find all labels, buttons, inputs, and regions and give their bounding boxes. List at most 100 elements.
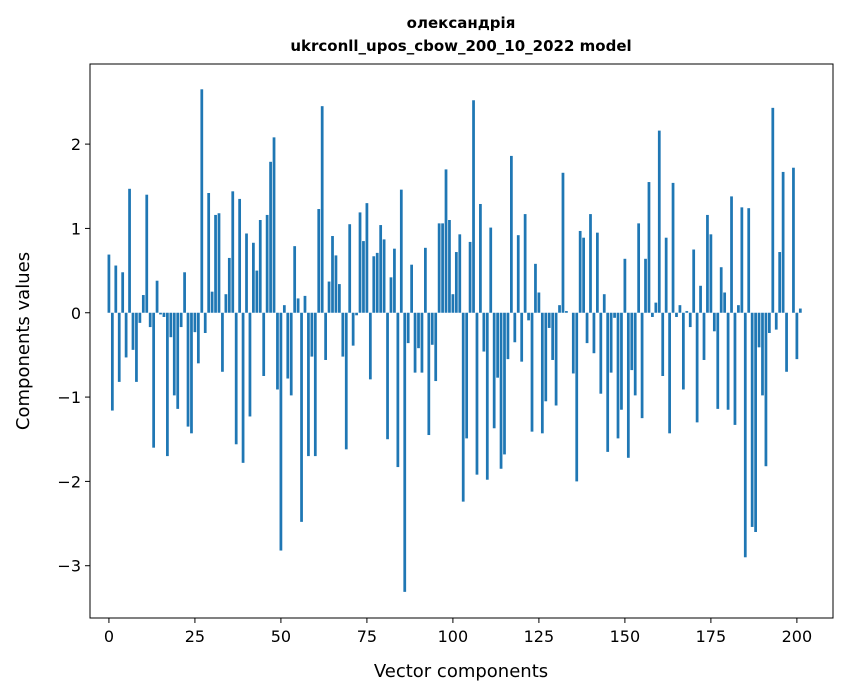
bar-59: [310, 312, 314, 357]
bar-2: [114, 265, 118, 313]
bar-38: [238, 198, 242, 313]
bar-73: [358, 212, 362, 313]
bar-130: [554, 312, 558, 406]
bar-26: [196, 312, 200, 364]
bar-152: [630, 312, 634, 371]
bar-150: [623, 258, 627, 313]
x-tick-label: 200: [782, 627, 813, 646]
bar-96: [437, 223, 441, 313]
bar-68: [341, 312, 345, 357]
bar-86: [403, 312, 407, 592]
bar-83: [393, 248, 396, 313]
bar-95: [434, 312, 438, 382]
bar-111: [489, 227, 493, 313]
bar-177: [716, 312, 720, 409]
bar-11: [145, 194, 149, 313]
bar-114: [499, 312, 503, 469]
bar-187: [750, 312, 754, 527]
bar-16: [162, 312, 166, 317]
x-tick-label: 125: [524, 627, 555, 646]
bar-42: [252, 242, 255, 313]
bar-131: [558, 305, 561, 313]
bar-182: [733, 312, 737, 425]
bar-147: [613, 312, 616, 318]
bar-109: [482, 312, 486, 352]
bar-0: [107, 254, 111, 313]
bar-18: [169, 312, 173, 338]
bar-8: [135, 312, 138, 382]
bar-164: [671, 182, 675, 313]
bar-49: [276, 312, 279, 390]
bar-113: [496, 312, 499, 378]
bar-70: [348, 224, 352, 313]
bar-104: [465, 312, 469, 439]
bar-14: [155, 280, 159, 313]
bar-137: [578, 230, 582, 313]
y-tick-label: −2: [57, 472, 81, 491]
y-tick-label: 0: [71, 304, 81, 323]
bar-94: [430, 312, 434, 345]
bar-92: [424, 247, 427, 313]
y-tick-label: −1: [57, 388, 81, 407]
bar-144: [602, 294, 606, 313]
x-axis-ticks: 0 25 50 75 100 125 150 175 200: [104, 618, 812, 646]
bar-60: [313, 312, 317, 457]
bar-79: [379, 225, 383, 313]
bar-61: [317, 209, 321, 313]
bar-55: [296, 298, 300, 313]
bar-181: [730, 196, 733, 313]
bar-24: [190, 312, 193, 434]
bar-117: [510, 155, 513, 313]
bar-179: [723, 292, 727, 313]
bar-54: [293, 246, 297, 313]
bar-93: [427, 312, 431, 436]
bar-192: [767, 312, 771, 333]
bar-89: [413, 312, 417, 373]
bar-115: [503, 312, 506, 455]
bar-1: [110, 312, 114, 411]
bar-128: [547, 312, 551, 328]
bar-118: [513, 312, 517, 343]
bar-106: [472, 100, 475, 313]
x-tick-label: 175: [696, 627, 727, 646]
bar-23: [186, 312, 190, 427]
bar-107: [475, 312, 479, 475]
bar-129: [551, 312, 555, 360]
bar-171: [695, 312, 699, 423]
bar-99: [448, 220, 451, 313]
bar-174: [706, 214, 709, 313]
bar-140: [589, 214, 592, 313]
bar-169: [688, 312, 692, 328]
bar-132: [561, 172, 565, 313]
bar-167: [681, 312, 685, 390]
bar-17: [166, 312, 169, 457]
bar-190: [761, 312, 764, 396]
bar-142: [596, 232, 599, 313]
bar-46: [265, 214, 269, 313]
y-axis-ticks: −3 −2 −1 0 1 2: [57, 135, 90, 576]
bar-72: [355, 312, 358, 316]
bar-201: [798, 308, 802, 313]
y-tick-label: 1: [71, 219, 81, 238]
x-tick-label: 75: [357, 627, 377, 646]
bar-69: [344, 312, 348, 450]
bar-149: [620, 312, 623, 410]
bar-43: [255, 270, 259, 313]
bar-162: [664, 237, 668, 313]
chart-subtitle: ukrconll_upos_cbow_200_10_2022 model: [290, 37, 631, 55]
bar-108: [479, 203, 482, 313]
bar-138: [582, 237, 585, 313]
bar-197: [785, 312, 788, 372]
bar-124: [534, 263, 537, 313]
bar-160: [657, 130, 661, 313]
bar-176: [712, 312, 716, 332]
bar-34: [224, 294, 228, 313]
bar-45: [262, 312, 266, 376]
bar-141: [592, 312, 596, 354]
bar-85: [399, 189, 403, 313]
bar-67: [338, 284, 341, 313]
x-tick-label: 25: [185, 627, 205, 646]
bar-98: [444, 169, 448, 313]
x-tick-label: 50: [271, 627, 291, 646]
bar-20: [176, 312, 180, 409]
